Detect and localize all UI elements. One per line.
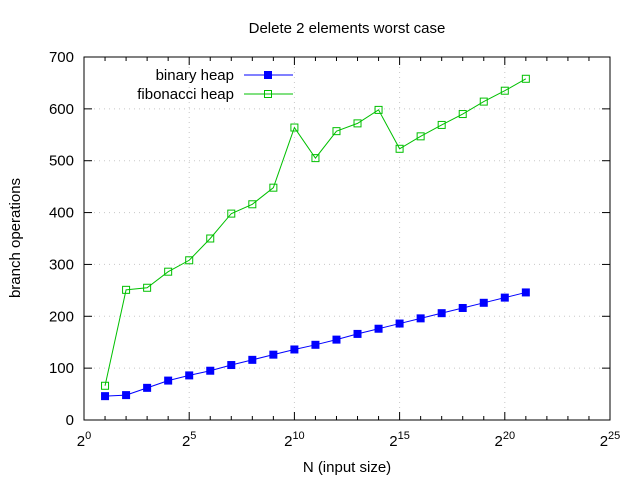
fibonacci-heap-point [437, 120, 446, 129]
binary-heap-point [458, 303, 467, 312]
fibonacci-heap-point [122, 285, 131, 294]
legend-label-binary-heap: binary heap [156, 67, 234, 84]
fibonacci-heap-point [395, 144, 404, 153]
x-tick-label: 210 [284, 430, 305, 450]
x-tick-label: 225 [600, 430, 621, 450]
binary-heap-point [500, 293, 509, 302]
fibonacci-heap-point [206, 234, 215, 243]
fibonacci-heap-point [479, 97, 488, 106]
plot-frame [83, 56, 611, 421]
fibonacci-heap-point [353, 119, 362, 128]
y-tick-label: 300 [49, 256, 74, 273]
binary-heap-point [227, 361, 236, 370]
y-tick-label: 400 [49, 205, 74, 222]
chart-title: Delete 2 elements worst case [249, 20, 446, 37]
legend-marker-binary-heap [264, 71, 272, 79]
fibonacci-heap-point [290, 123, 299, 132]
binary-heap-point [332, 335, 341, 344]
fibonacci-heap-point [311, 154, 320, 163]
series-layer [101, 74, 530, 401]
x-tick-label: 220 [495, 430, 516, 450]
binary-heap-point [479, 298, 488, 307]
fibonacci-heap-point [500, 86, 509, 95]
fibonacci-heap-point [458, 110, 467, 119]
binary-heap-point [122, 391, 131, 400]
y-tick-label: 100 [49, 360, 74, 377]
fibonacci-heap-point [521, 74, 530, 83]
binary-heap-point [521, 288, 530, 297]
fibonacci-heap-point [248, 200, 257, 209]
binary-heap-point [416, 314, 425, 323]
binary-heap-point [143, 383, 152, 392]
y-tick-label: 200 [49, 308, 74, 325]
fibonacci-heap-point [269, 183, 278, 192]
legend-label-fibonacci-heap: fibonacci heap [137, 86, 234, 103]
binary-heap-point [185, 371, 194, 380]
binary-heap-point [353, 329, 362, 338]
fibonacci-heap-line [104, 78, 527, 386]
y-axis-label: branch operations [7, 178, 24, 298]
binary-heap-point [437, 309, 446, 318]
binary-heap-point [290, 345, 299, 354]
binary-heap-point [374, 324, 383, 333]
axis-ticks: 0 100 200 300 400 500 600 700 20 25 210 215 220 225 [49, 49, 620, 450]
binary-heap-point [101, 392, 110, 401]
legend-marker-fibonacci-heap [264, 90, 272, 98]
y-tick-label: 0 [66, 412, 74, 429]
fibonacci-heap-point [101, 381, 110, 390]
binary-heap-point [395, 319, 404, 328]
legend: binary heap fibonacci heap [137, 67, 293, 103]
fibonacci-heap-point [374, 105, 383, 114]
y-tick-label: 500 [49, 153, 74, 170]
binary-heap-point [206, 366, 215, 375]
fibonacci-heap-point [332, 127, 341, 136]
y-tick-label: 700 [49, 49, 74, 66]
fibonacci-heap-point [227, 209, 236, 218]
x-tick-label: 215 [389, 430, 410, 450]
binary-heap-point [248, 355, 257, 364]
fibonacci-heap-point [185, 256, 194, 265]
x-tick-label: 25 [182, 430, 196, 450]
grid [84, 57, 610, 420]
x-tick-label: 20 [77, 430, 91, 450]
fibonacci-heap-point [143, 283, 152, 292]
fibonacci-heap-point [416, 132, 425, 141]
series-binary-heap [101, 288, 530, 401]
y-tick-label: 600 [49, 101, 74, 118]
binary-heap-point [311, 340, 320, 349]
binary-heap-point [269, 350, 278, 359]
x-axis-label: N (input size) [303, 459, 391, 476]
fibonacci-heap-point [164, 267, 173, 276]
series-fibonacci-heap [101, 74, 530, 390]
binary-heap-point [164, 376, 173, 385]
